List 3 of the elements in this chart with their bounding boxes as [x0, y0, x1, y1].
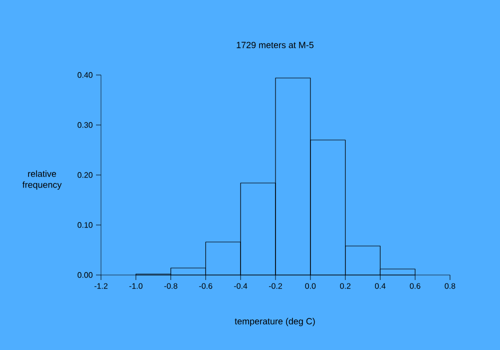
chart-title: 1729 meters at M-5 [236, 42, 314, 48]
y-axis-title: relative frequency [22, 170, 62, 190]
x-axis-title: temperature (deg C) [234, 318, 315, 326]
